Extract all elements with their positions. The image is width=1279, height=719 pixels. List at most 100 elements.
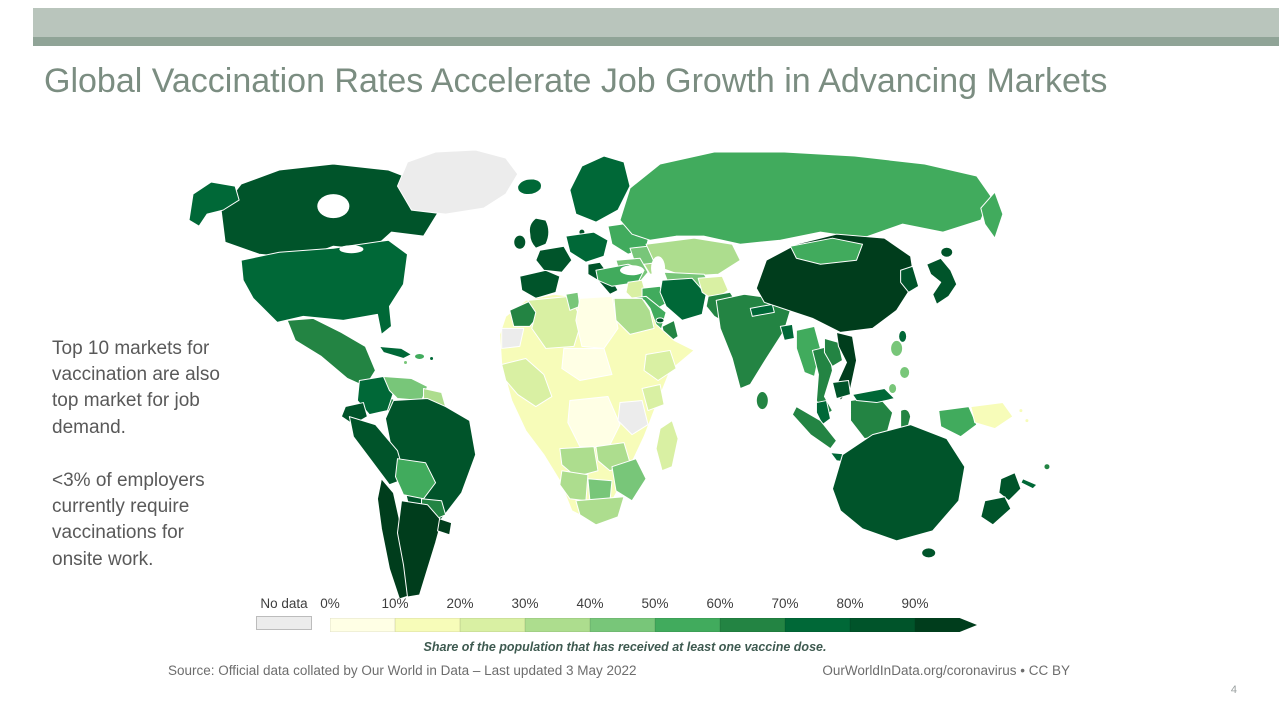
side-note-paragraph-2: <3% of employers currently require vacci…	[52, 469, 205, 570]
region-iran	[659, 277, 707, 321]
region-namibia	[559, 470, 589, 502]
region-iceland	[517, 178, 542, 196]
region-ireland	[513, 234, 527, 250]
header-accent-bar-bottom	[33, 37, 1279, 46]
region-mexico	[286, 317, 376, 388]
legend-no-data-swatch	[256, 616, 312, 630]
region-cuba	[378, 345, 413, 359]
region-kamchatka	[980, 191, 1004, 239]
region-russia	[619, 151, 992, 245]
region-scandinavia	[569, 155, 631, 223]
region-philippines-luzon	[890, 339, 904, 357]
legend-bin-1	[395, 618, 460, 632]
legend-bin-7	[785, 618, 850, 632]
region-new-zealand-south	[980, 496, 1012, 526]
region-madagascar	[655, 420, 679, 472]
region-botswana	[587, 478, 613, 502]
legend-color-scale: 0% 10% 20% 30% 40% 50% 60% 70% 80% 90%	[320, 596, 980, 636]
region-niger-chad	[561, 347, 613, 382]
region-south-africa	[575, 496, 625, 526]
region-philippines-visayas	[899, 365, 911, 380]
legend-tick-30: 30%	[511, 596, 539, 611]
slide-title: Global Vaccination Rates Accelerate Job …	[44, 62, 1108, 100]
region-ethiopia	[643, 349, 677, 382]
region-jamaica	[402, 359, 409, 365]
region-philippines-mindanao	[888, 383, 898, 395]
side-note: Top 10 markets for vaccination are also …	[52, 336, 230, 600]
region-mongolia	[789, 237, 864, 265]
region-kenya	[641, 384, 665, 412]
region-sumatra	[791, 406, 837, 450]
source-link-license: OurWorldInData.org/coronavirus • CC BY	[822, 663, 1070, 678]
legend-tick-80: 80%	[836, 596, 864, 611]
legend-tick-50: 50%	[641, 596, 669, 611]
region-angola	[559, 446, 599, 478]
region-greenland	[396, 149, 519, 215]
world-choropleth-map	[188, 149, 1051, 600]
source-row: Source: Official data collated by Our Wo…	[168, 663, 1070, 678]
region-south-korea	[900, 265, 920, 293]
region-sri-lanka	[755, 391, 769, 411]
page-number: 4	[1230, 684, 1237, 696]
region-argentina	[396, 500, 443, 598]
region-solomon-1	[1018, 408, 1024, 414]
legend-bin-9-arrow	[915, 618, 977, 632]
legend-tick-70: 70%	[771, 596, 799, 611]
region-malaysia	[815, 400, 831, 426]
region-tasmania	[921, 547, 937, 559]
legend-bin-3	[525, 618, 590, 632]
region-bangladesh	[779, 323, 795, 341]
region-central-europe	[565, 231, 609, 263]
region-japan	[926, 257, 958, 305]
region-egypt	[613, 297, 655, 335]
legend-no-data-group: No data	[256, 596, 312, 630]
header-accent-bar-top	[33, 8, 1279, 37]
legend-bin-4	[590, 618, 655, 632]
region-tanzania	[617, 400, 649, 436]
legend-bin-2	[460, 618, 525, 632]
caspian-sea	[651, 256, 666, 281]
region-puerto-rico	[429, 355, 435, 361]
region-papua-new-guinea	[970, 402, 1014, 430]
region-australia	[831, 424, 966, 542]
region-myanmar	[795, 325, 821, 378]
region-hokkaido	[940, 246, 954, 258]
region-taiwan	[898, 329, 908, 343]
region-zimbabwe-mozambique	[611, 458, 647, 502]
side-note-paragraph-1: Top 10 markets for vaccination are also …	[52, 338, 220, 438]
legend-tick-60: 60%	[706, 596, 734, 611]
region-uae	[655, 317, 665, 324]
region-east-malaysia	[852, 388, 896, 404]
legend-bin-6	[720, 618, 785, 632]
region-chile	[376, 478, 413, 600]
region-west-papua	[938, 406, 978, 438]
region-france	[535, 245, 573, 273]
region-nepal	[749, 303, 775, 317]
region-new-zealand-north	[998, 472, 1022, 502]
legend-no-data-label: No data	[260, 596, 308, 611]
region-uruguay	[437, 518, 453, 536]
map-legend: No data 0% 10% 20% 30% 40% 50% 60% 70% 8…	[256, 596, 1001, 636]
source-attribution: Source: Official data collated by Our Wo…	[168, 663, 637, 678]
region-hispaniola	[414, 352, 426, 360]
great-lakes	[339, 245, 364, 254]
region-west-africa	[501, 357, 553, 408]
region-new-caledonia	[1020, 478, 1038, 490]
region-cambodia	[831, 380, 852, 400]
legend-tick-20: 20%	[446, 596, 474, 611]
black-sea	[619, 265, 645, 276]
region-united-states	[240, 239, 409, 335]
map-caption: Share of the population that has receive…	[423, 640, 827, 654]
region-alaska	[188, 181, 240, 227]
hudson-bay	[317, 194, 350, 219]
legend-color-bar	[330, 618, 977, 632]
legend-bin-5	[655, 618, 720, 632]
legend-tick-0: 0%	[320, 596, 340, 611]
region-solomon-2	[1024, 418, 1030, 424]
legend-bin-8	[850, 618, 915, 632]
region-western-sahara	[501, 327, 525, 349]
region-china	[755, 233, 916, 333]
region-united-kingdom	[528, 217, 550, 249]
legend-tick-10: 10%	[381, 596, 409, 611]
